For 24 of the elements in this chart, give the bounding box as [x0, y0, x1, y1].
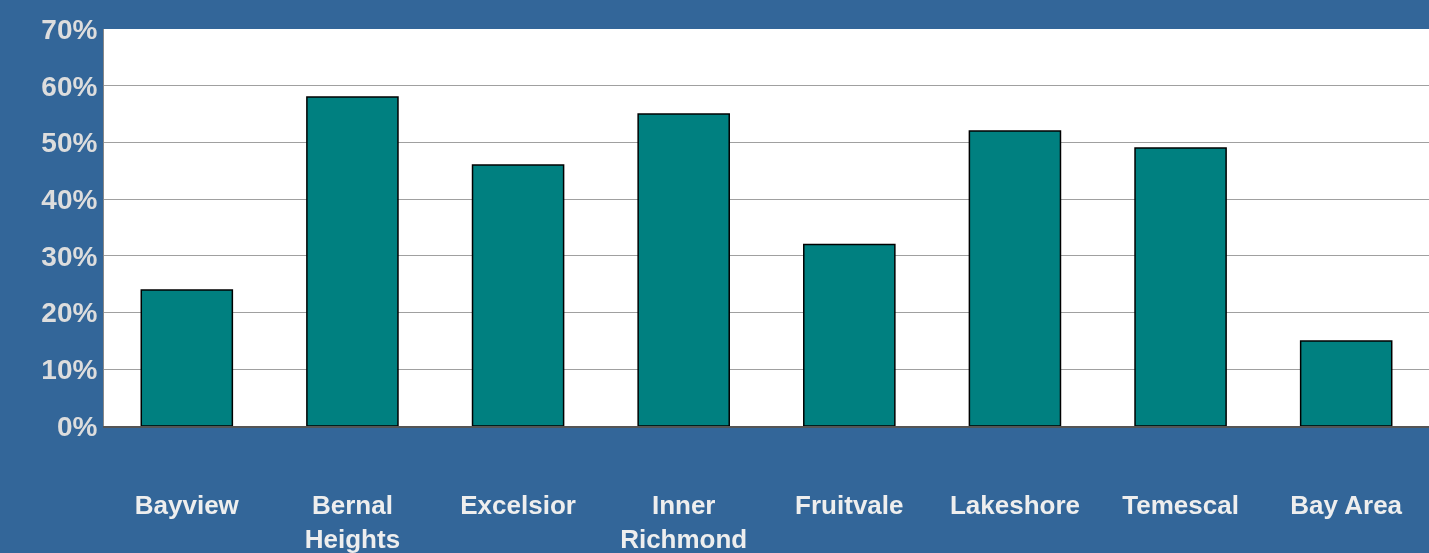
bar — [1134, 147, 1227, 426]
y-tick-label: 40% — [41, 183, 98, 215]
y-tick-label: 50% — [41, 127, 98, 159]
bar — [140, 289, 234, 426]
bar — [803, 243, 896, 426]
x-tick-label: Excelsior — [460, 490, 576, 521]
x-tick-label: Bay Area — [1290, 490, 1403, 521]
x-tick-label: Bayview — [134, 490, 240, 521]
y-tick-label: 20% — [41, 297, 98, 329]
bar — [471, 164, 565, 426]
x-tick-label: Bernal Heights — [304, 490, 401, 553]
bar — [1299, 340, 1393, 426]
x-tick-label: Temescal — [1122, 490, 1239, 521]
y-tick-label: 70% — [41, 13, 98, 45]
y-tick-label: 60% — [41, 70, 98, 102]
x-tick-label: Fruitvale — [795, 490, 904, 521]
y-tick-label: 30% — [41, 240, 98, 272]
bar — [637, 113, 730, 426]
x-tick-label: Lakeshore — [949, 490, 1080, 521]
y-tick-label: 0% — [56, 410, 98, 442]
bar — [306, 96, 399, 426]
bar — [968, 130, 1062, 426]
y-tick-label: 10% — [41, 354, 98, 386]
x-tick-label: Inner Richmond — [620, 490, 748, 553]
